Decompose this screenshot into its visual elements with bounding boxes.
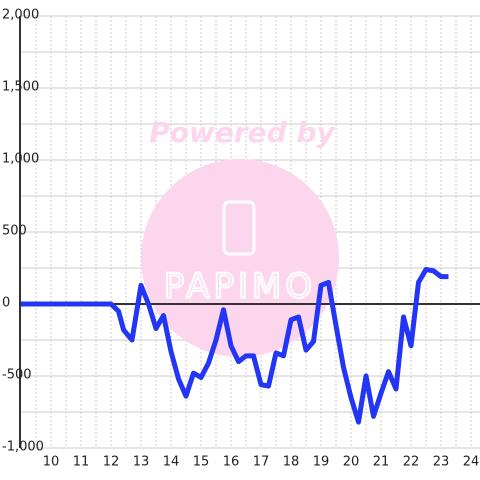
y-tick-label: -500 [2,368,32,383]
watermark-text: Powered by [149,116,336,149]
x-tick-label: 16 [223,455,240,470]
y-tick-label: -1,000 [2,440,44,455]
x-tick-label: 10 [43,455,60,470]
watermark-circle [141,159,339,357]
x-tick-label: 22 [403,455,420,470]
x-tick-label: 18 [283,455,300,470]
y-tick-label: 1,000 [2,152,39,167]
y-tick-label: 0 [2,296,10,311]
y-tick-label: 1,500 [2,80,39,95]
x-tick-label: 24 [463,455,480,470]
x-tick-label: 21 [373,455,390,470]
x-tick-label: 23 [433,455,450,470]
x-tick-label: 13 [133,455,150,470]
x-tick-label: 11 [73,455,90,470]
x-tick-label: 12 [103,455,120,470]
x-tick-label: 15 [193,455,210,470]
y-tick-label: 2,000 [2,8,39,23]
x-tick-label: 19 [313,455,330,470]
line-series [21,266,449,425]
x-tick-label: 14 [163,455,180,470]
x-tick-label: 20 [343,455,360,470]
watermark-icon [222,200,256,256]
watermark-text: PAPIMO [164,267,316,307]
x-tick-label: 17 [253,455,270,470]
y-tick-label: 500 [2,224,27,239]
